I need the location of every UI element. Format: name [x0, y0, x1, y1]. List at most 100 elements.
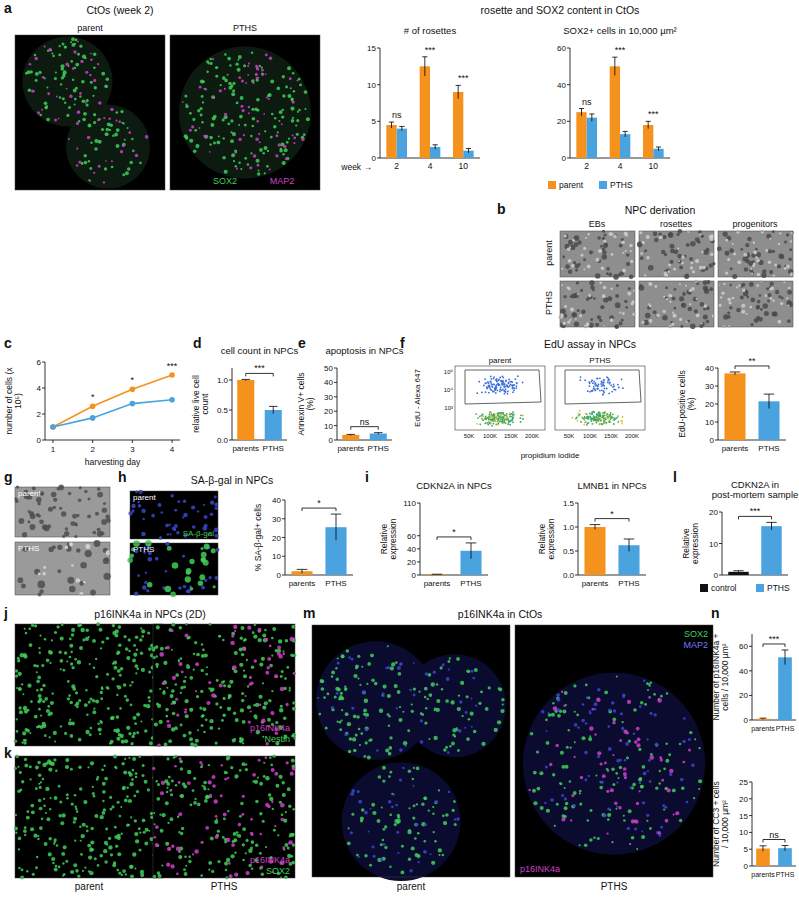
cell	[209, 151, 211, 153]
cell	[583, 258, 586, 261]
cell	[646, 256, 649, 259]
event	[522, 415, 524, 417]
cell	[116, 715, 120, 719]
cell	[139, 162, 142, 165]
cell	[67, 680, 70, 683]
cell	[644, 274, 646, 276]
cell	[741, 310, 745, 314]
cell	[600, 245, 603, 248]
cell	[17, 766, 19, 768]
cell	[593, 297, 596, 300]
cell	[36, 671, 38, 673]
event	[580, 379, 582, 381]
cell	[276, 87, 280, 91]
cell	[167, 546, 172, 551]
cell	[65, 546, 68, 549]
cell	[124, 739, 128, 743]
cell	[98, 118, 101, 121]
cell	[78, 111, 80, 113]
cell	[103, 573, 110, 580]
panel-header: EdU assay in NPCs	[544, 338, 636, 350]
event	[599, 423, 601, 425]
cell	[23, 741, 26, 744]
event	[505, 391, 507, 393]
cell	[791, 231, 794, 234]
event	[500, 414, 502, 416]
cell	[56, 96, 58, 98]
cell	[90, 840, 94, 844]
event	[501, 420, 503, 422]
event	[597, 416, 599, 418]
panel-letter: d	[193, 335, 202, 351]
cell	[95, 675, 98, 678]
image-bg	[560, 281, 635, 327]
cell	[674, 288, 677, 291]
cell	[769, 288, 772, 291]
cell	[27, 684, 31, 688]
cell	[80, 628, 84, 632]
cell	[38, 514, 41, 517]
cell	[64, 102, 66, 104]
cell	[574, 264, 579, 269]
cell	[60, 83, 62, 85]
cell	[94, 139, 98, 143]
cell	[132, 149, 135, 152]
cell	[772, 299, 775, 302]
event	[592, 390, 594, 392]
cell	[29, 765, 32, 768]
event	[493, 413, 495, 415]
cell	[750, 323, 753, 326]
cell	[560, 309, 566, 315]
cell	[69, 644, 73, 648]
cell	[69, 95, 73, 99]
cell	[282, 161, 286, 165]
cell	[48, 507, 53, 512]
cell	[224, 53, 227, 56]
channel-label: SA-β-gal	[183, 529, 215, 538]
cell	[562, 256, 565, 259]
label: PTHS	[133, 545, 154, 554]
cell	[788, 257, 792, 261]
cell	[139, 638, 143, 642]
cell	[47, 524, 51, 528]
cell	[79, 787, 83, 791]
event	[621, 420, 623, 422]
label: parent	[18, 489, 41, 498]
cell	[70, 60, 73, 63]
cell	[50, 701, 54, 705]
cell	[677, 247, 679, 249]
cell	[679, 283, 681, 285]
event	[498, 412, 500, 414]
cell	[191, 505, 195, 509]
cell	[603, 233, 606, 236]
event	[504, 391, 506, 393]
cell	[230, 84, 233, 87]
cell	[80, 60, 83, 63]
cell	[189, 559, 194, 564]
event	[622, 387, 624, 389]
event	[485, 383, 487, 385]
event	[602, 416, 604, 418]
cell	[185, 105, 189, 109]
image-bg	[639, 231, 714, 277]
event	[578, 415, 580, 417]
cell	[76, 122, 79, 125]
cell	[662, 310, 665, 313]
cell	[92, 710, 96, 714]
cell	[98, 165, 101, 168]
cell	[668, 263, 671, 266]
event	[495, 388, 497, 390]
cell	[186, 570, 191, 575]
cell	[786, 265, 790, 269]
event	[513, 384, 515, 386]
cell	[79, 45, 82, 48]
cell	[647, 306, 651, 310]
cell	[195, 144, 199, 148]
cell	[234, 134, 236, 136]
event	[512, 414, 514, 416]
cell	[727, 298, 731, 302]
cell	[770, 287, 774, 291]
cell	[767, 293, 771, 297]
cell	[120, 150, 123, 153]
cell	[124, 139, 126, 141]
